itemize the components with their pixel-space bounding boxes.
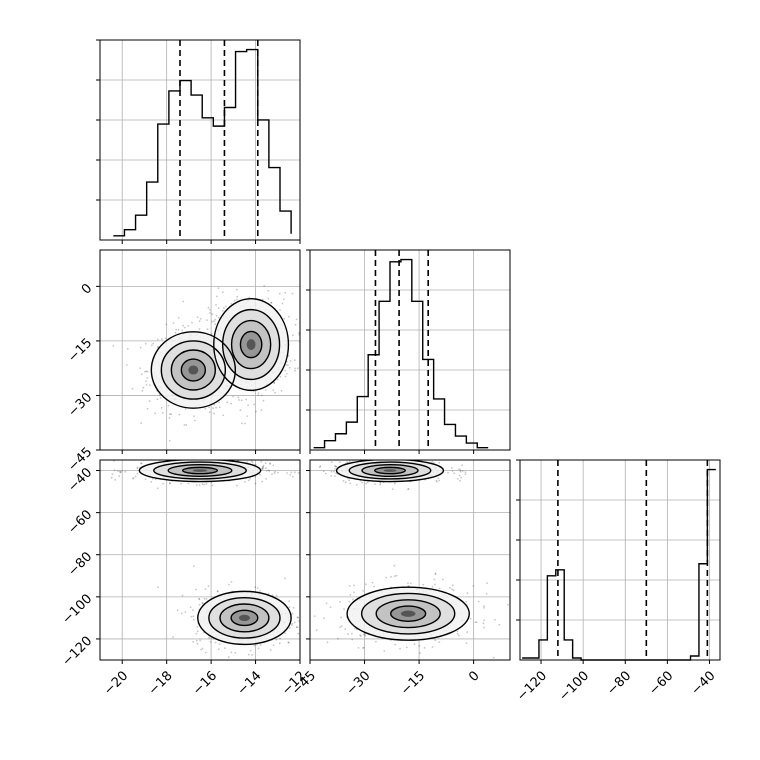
density-level: [192, 469, 208, 472]
contour-line: [346, 586, 470, 641]
contour-line: [390, 605, 427, 622]
density-level: [246, 339, 256, 350]
density-level: [238, 614, 250, 622]
contour-line: [208, 596, 281, 639]
contour-line: [348, 461, 432, 480]
density-level: [400, 610, 416, 617]
contour-line: [160, 340, 227, 400]
panel-frame: [99, 249, 301, 451]
panel-frame: [99, 459, 301, 661]
contour-line: [239, 330, 263, 359]
histogram-p1: [113, 48, 292, 237]
histogram-p2: [313, 258, 489, 449]
density-level: [188, 365, 199, 375]
contour-line: [360, 592, 456, 635]
contour-line: [213, 298, 290, 392]
contour-line: [230, 609, 259, 627]
contour-line: [375, 599, 441, 629]
panel-frame: [99, 39, 301, 241]
panel-frame: [309, 249, 511, 451]
contour-line: [197, 590, 292, 646]
contour-line: [219, 603, 270, 633]
density-level: [383, 469, 397, 472]
panel-frame: [309, 459, 511, 661]
contour-line: [180, 358, 207, 382]
contour-line: [230, 319, 272, 370]
contour-line: [374, 466, 406, 475]
contour-line: [335, 460, 445, 483]
contour-line: [170, 349, 217, 391]
contour-line: [181, 466, 219, 475]
contour-line: [221, 308, 281, 381]
contour-line: [138, 460, 262, 483]
contour-line: [150, 331, 237, 409]
joint-panel-p1-p3: −20 −18 −16 −14 −12−120−100−80−60−40: [59, 459, 309, 698]
contour-line: [361, 464, 419, 478]
contour-line: [167, 464, 233, 478]
histogram-panel-p2: [306, 249, 511, 454]
histogram-panel-p1: [96, 39, 301, 244]
panel-frame: [519, 459, 721, 661]
contour-line: [153, 461, 247, 480]
